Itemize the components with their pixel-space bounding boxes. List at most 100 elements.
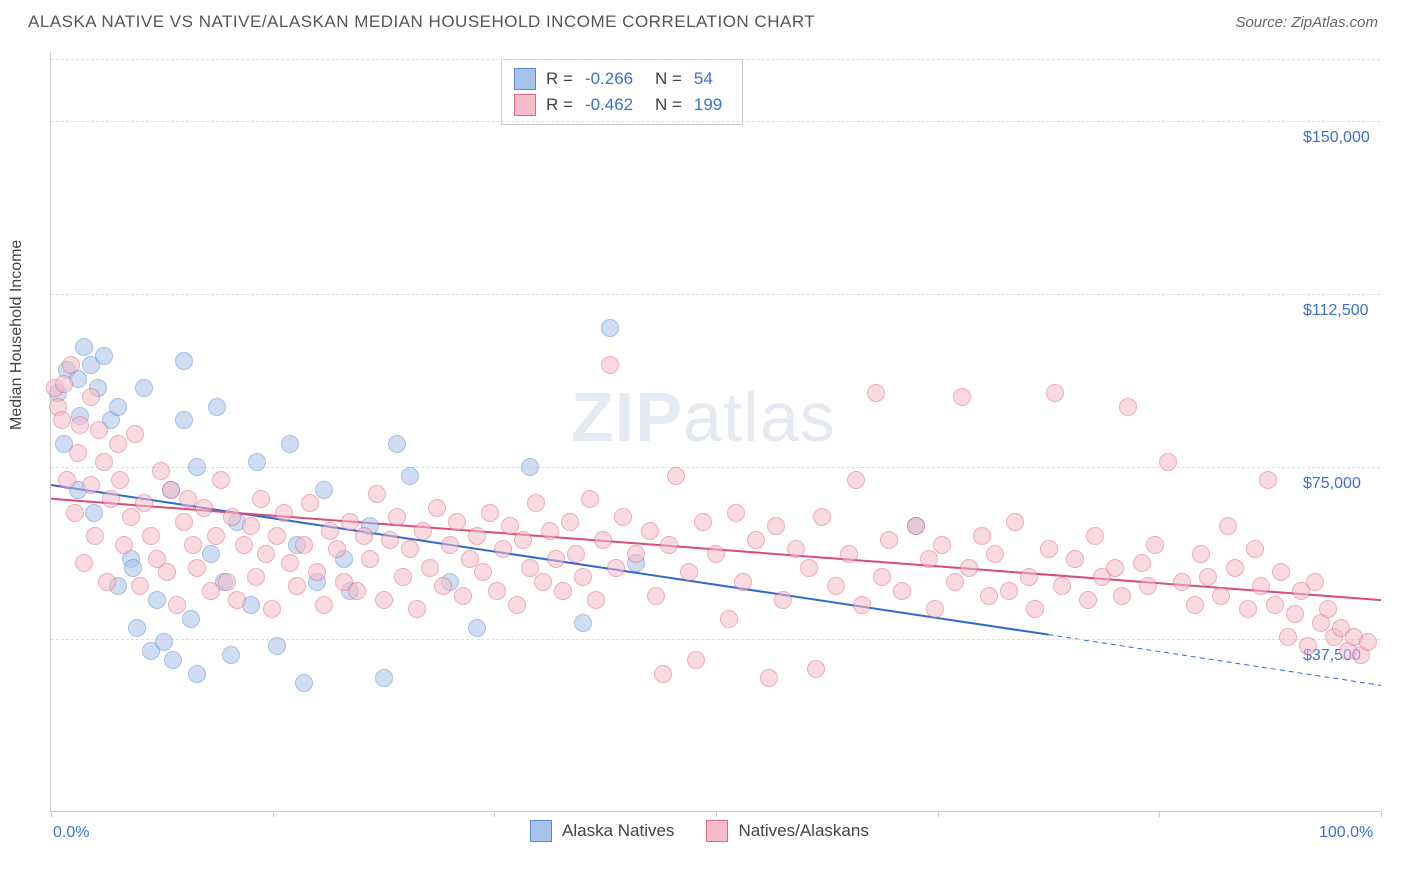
scatter-point [587, 591, 605, 609]
scatter-point [1040, 540, 1058, 558]
stats-row: R =-0.462N =199 [514, 92, 730, 118]
scatter-point [654, 665, 672, 683]
scatter-point [494, 540, 512, 558]
scatter-point [401, 467, 419, 485]
x-tick [494, 811, 495, 817]
chart-title: ALASKA NATIVE VS NATIVE/ALASKAN MEDIAN H… [28, 12, 815, 32]
scatter-point [873, 568, 891, 586]
scatter-point [667, 467, 685, 485]
scatter-point [1306, 573, 1324, 591]
scatter-point [680, 563, 698, 581]
legend-swatch [530, 820, 552, 842]
scatter-point [222, 646, 240, 664]
scatter-point [1106, 559, 1124, 577]
series-legend: Alaska Natives Natives/Alaskans [530, 820, 869, 842]
legend-swatch [514, 94, 536, 116]
scatter-point [1119, 398, 1137, 416]
legend-item: Alaska Natives [530, 820, 674, 842]
scatter-point [567, 545, 585, 563]
scatter-point [242, 517, 260, 535]
scatter-point [1319, 600, 1337, 618]
scatter-point [375, 669, 393, 687]
scatter-point [428, 499, 446, 517]
scatter-point [115, 536, 133, 554]
scatter-point [1246, 540, 1264, 558]
scatter-point [135, 379, 153, 397]
trend-lines-svg [51, 52, 1380, 811]
scatter-point [85, 504, 103, 522]
chart-source: Source: ZipAtlas.com [1235, 14, 1378, 31]
scatter-point [126, 425, 144, 443]
scatter-point [541, 522, 559, 540]
scatter-point [481, 504, 499, 522]
scatter-point [102, 490, 120, 508]
scatter-point [607, 559, 625, 577]
y-tick-label: $75,000 [1303, 475, 1361, 493]
scatter-point [534, 573, 552, 591]
scatter-point [434, 577, 452, 595]
scatter-point [188, 458, 206, 476]
scatter-point [128, 619, 146, 637]
scatter-point [601, 356, 619, 374]
scatter-point [687, 651, 705, 669]
scatter-point [288, 577, 306, 595]
scatter-point [321, 522, 339, 540]
scatter-point [926, 600, 944, 618]
scatter-point [207, 527, 225, 545]
plot-area: ZIPatlas R =-0.266N =54R =-0.462N =199 $… [50, 52, 1380, 812]
x-tick [1159, 811, 1160, 817]
scatter-point [158, 563, 176, 581]
scatter-point [647, 587, 665, 605]
scatter-point [355, 527, 373, 545]
scatter-point [155, 633, 173, 651]
scatter-point [1186, 596, 1204, 614]
scatter-point [734, 573, 752, 591]
scatter-point [82, 388, 100, 406]
scatter-point [328, 540, 346, 558]
scatter-point [381, 531, 399, 549]
stats-row: R =-0.266N =54 [514, 66, 730, 92]
scatter-point [208, 398, 226, 416]
scatter-point [1266, 596, 1284, 614]
scatter-point [228, 591, 246, 609]
scatter-point [720, 610, 738, 628]
scatter-point [554, 582, 572, 600]
legend-label: Natives/Alaskans [738, 821, 868, 841]
stat-n-label: N = [655, 92, 682, 118]
scatter-point [454, 587, 472, 605]
scatter-point [807, 660, 825, 678]
scatter-point [574, 568, 592, 586]
scatter-point [188, 559, 206, 577]
scatter-point [986, 545, 1004, 563]
scatter-point [55, 375, 73, 393]
scatter-point [1066, 550, 1084, 568]
scatter-point [388, 435, 406, 453]
scatter-point [401, 540, 419, 558]
scatter-point [946, 573, 964, 591]
scatter-point [1259, 471, 1277, 489]
y-tick-label: $112,500 [1303, 302, 1369, 320]
scatter-point [69, 444, 87, 462]
scatter-point [594, 531, 612, 549]
scatter-point [1133, 554, 1151, 572]
scatter-point [767, 517, 785, 535]
scatter-point [375, 591, 393, 609]
x-tick-label: 100.0% [1319, 824, 1378, 842]
scatter-point [152, 462, 170, 480]
scatter-point [1113, 587, 1131, 605]
scatter-point [547, 550, 565, 568]
scatter-point [175, 411, 193, 429]
scatter-point [348, 582, 366, 600]
scatter-point [1173, 573, 1191, 591]
stat-r-value: -0.462 [585, 92, 645, 118]
scatter-point [581, 490, 599, 508]
scatter-point [774, 591, 792, 609]
scatter-point [168, 596, 186, 614]
scatter-point [135, 494, 153, 512]
scatter-point [175, 352, 193, 370]
scatter-point [308, 563, 326, 581]
scatter-point [388, 508, 406, 526]
scatter-point [268, 527, 286, 545]
scatter-point [90, 421, 108, 439]
watermark-light: atlas [683, 378, 836, 456]
